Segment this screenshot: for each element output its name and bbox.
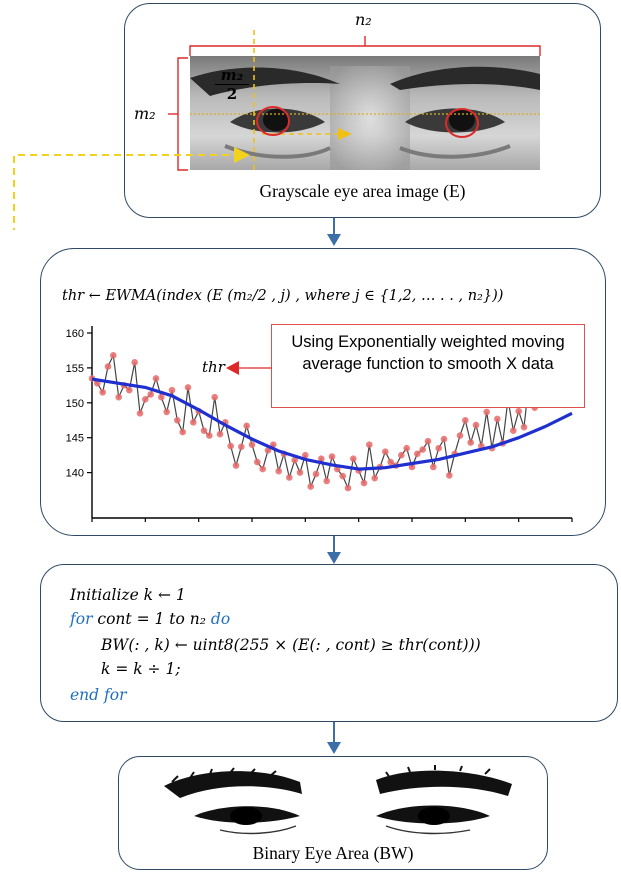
raw-data-point (302, 451, 309, 459)
raw-data-point (275, 467, 282, 475)
raw-data-point (350, 455, 357, 462)
fraction-numerator: m₂ (215, 66, 249, 85)
y-tick-label: 160 (66, 328, 84, 340)
raw-data-point (115, 393, 122, 401)
raw-data-point (419, 446, 427, 453)
raw-data-point (206, 432, 213, 439)
raw-data-point (131, 359, 138, 366)
raw-data-point (339, 472, 347, 480)
dim-height-label: m₂ (134, 104, 156, 123)
raw-data-point (360, 479, 368, 487)
code-line-bw: BW(: , k) ← uint8(255 × (E(: , cont) ≥ t… (101, 636, 481, 654)
raw-data-point (456, 432, 464, 439)
raw-data-point (238, 443, 245, 451)
raw-data-point (494, 415, 501, 423)
thr-label: thr (202, 358, 225, 376)
keyword-for: for (70, 610, 93, 628)
raw-data-point (104, 363, 112, 370)
raw-data-point (307, 483, 315, 490)
raw-data-point (286, 474, 293, 481)
ewma-formula: thr ← EWMA(index (E (m₂/2 , j) , where j… (62, 288, 504, 304)
raw-data-point (424, 437, 432, 445)
raw-data-point (312, 470, 320, 478)
raw-data-point (174, 417, 181, 424)
raw-data-point (200, 427, 208, 434)
thr-pointer-arrow (226, 361, 272, 375)
raw-data-point (291, 456, 298, 464)
dim-width-label: n₂ (355, 10, 372, 29)
raw-data-point (435, 444, 443, 452)
raw-data-point (254, 458, 261, 466)
flow-arrow-1 (327, 218, 341, 246)
raw-data-point (232, 462, 240, 469)
top-annotations (13, 30, 541, 230)
bottom-caption: Binary Eye Area (BW) (252, 843, 414, 863)
y-tick-label: 150 (66, 398, 84, 410)
raw-data-point (110, 352, 117, 359)
raw-data-point (211, 393, 218, 401)
raw-data-point (259, 465, 266, 473)
raw-data-point (126, 386, 133, 394)
raw-data-point (467, 439, 475, 446)
raw-data-point (227, 442, 234, 450)
y-tick-label: 140 (66, 468, 84, 480)
code-line-endfor: end for (70, 686, 127, 704)
raw-data-point (136, 410, 144, 417)
raw-data-point (168, 386, 176, 394)
raw-data-point (520, 423, 528, 431)
code-line-k: k = k ÷ 1; (101, 660, 181, 678)
raw-data-point (147, 391, 154, 398)
raw-data-point (142, 396, 149, 403)
raw-data-point (179, 428, 186, 436)
code-line-for: for cont = 1 to n₂ do (70, 610, 230, 628)
raw-data-point (414, 450, 421, 458)
raw-data-point (371, 474, 379, 482)
raw-data-point (99, 389, 106, 396)
half-height-fraction: m₂ 2 (215, 66, 249, 103)
raw-data-point (430, 463, 437, 471)
raw-data-point (344, 484, 352, 492)
raw-data-point (510, 427, 517, 434)
y-tick-label: 145 (66, 433, 84, 445)
raw-data-point (387, 458, 395, 466)
for-range: cont = 1 to n₂ (92, 610, 211, 628)
raw-data-point (323, 477, 331, 485)
binary-eye-image (164, 765, 512, 835)
raw-data-point (403, 444, 411, 452)
y-tick-label: 155 (66, 363, 84, 375)
raw-data-point (366, 441, 373, 448)
raw-data-point (483, 408, 491, 416)
raw-data-point (296, 469, 304, 476)
raw-data-point (243, 422, 250, 430)
fraction-denominator: 2 (226, 85, 238, 103)
ewma-line-chart: 160 155 150 145 140 (66, 326, 576, 522)
ewma-smoothed-line (91, 377, 573, 471)
raw-data-point (328, 453, 336, 460)
binarize-code-box (40, 564, 618, 722)
raw-data-point (184, 384, 192, 391)
flow-arrow-3 (327, 722, 341, 754)
raw-data-point (318, 455, 325, 462)
raw-data-point (515, 407, 522, 415)
raw-data-point (472, 421, 480, 429)
code-line-init: Initialize k ← 1 (70, 586, 186, 604)
raw-data-point (462, 417, 469, 424)
raw-data-point (248, 441, 256, 448)
raw-data-point (158, 393, 165, 401)
raw-data-point (216, 430, 224, 438)
raw-data-point (190, 419, 197, 426)
keyword-do: do (210, 610, 231, 628)
raw-data-point (446, 472, 453, 479)
raw-data-point (440, 435, 448, 443)
flow-arrow-2 (327, 536, 341, 564)
raw-data-point (163, 408, 170, 416)
ewma-note: Using Exponentially weighted moving aver… (271, 324, 585, 408)
raw-data-point (382, 448, 389, 455)
raw-data-point (398, 451, 405, 459)
top-caption: Grayscale eye area image (E) (259, 181, 466, 201)
raw-data-point (152, 375, 160, 382)
